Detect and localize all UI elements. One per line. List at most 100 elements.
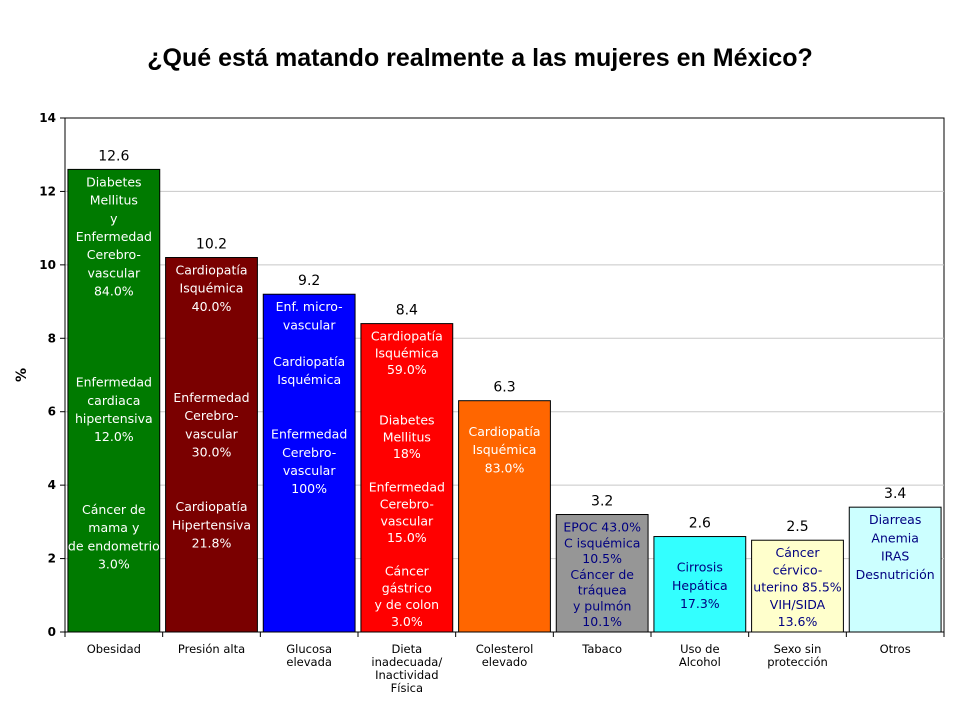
bar-annotation: de endometrio xyxy=(68,538,160,553)
bar-annotation: 3.0% xyxy=(391,614,423,629)
bar-annotation: vascular xyxy=(283,463,336,478)
bar-annotation: vascular xyxy=(88,265,141,280)
bar-annotation: Enfermedad xyxy=(76,375,152,390)
bar-annotation: EPOC 43.0% xyxy=(563,520,641,535)
bar-annotation: C isquémica xyxy=(564,535,640,550)
x-category-label: Colesterol xyxy=(476,642,534,656)
bar-annotation: 13.6% xyxy=(778,614,818,629)
bar-annotation: Cerebro- xyxy=(87,247,141,262)
bar-annotation: Enfermedad xyxy=(369,480,445,495)
bar-annotation: Cerebro- xyxy=(282,445,336,460)
bar-annotation: vascular xyxy=(185,426,238,441)
bar-annotation: Diarreas xyxy=(869,512,921,527)
x-category-label: Sexo sin xyxy=(774,642,822,656)
bar-annotation: 12.0% xyxy=(94,429,134,444)
bar-annotation: 10.5% xyxy=(582,551,622,566)
bar-annotation: 30.0% xyxy=(192,445,232,460)
y-tick-label: 6 xyxy=(48,405,56,419)
bar-annotation: 18% xyxy=(393,446,421,461)
bar-annotation: Hipertensiva xyxy=(172,517,251,532)
bar-annotation: Enfermedad xyxy=(271,427,347,442)
y-tick-label: 10 xyxy=(39,258,56,272)
bar-value-label: 9.2 xyxy=(298,273,320,289)
y-tick-label: 4 xyxy=(48,478,56,492)
bar-annotation: Cirrosis xyxy=(677,560,723,575)
x-category-label: Glucosa xyxy=(286,642,332,656)
y-tick-label: 12 xyxy=(39,184,56,198)
bar xyxy=(653,536,747,633)
bar xyxy=(360,323,454,633)
bar-annotation: Cáncer xyxy=(775,545,820,560)
bar-annotation: Cáncer de xyxy=(570,567,634,582)
bar-annotation: cérvico- xyxy=(773,562,823,577)
bar xyxy=(751,539,844,633)
x-category-label: Dieta xyxy=(391,642,422,656)
x-category-label: elevado xyxy=(482,655,528,669)
bar-value-label: 6.3 xyxy=(493,380,515,396)
bar-annotation: Anemia xyxy=(871,530,918,545)
bar-annotation: Cerebro- xyxy=(184,408,238,423)
bar-annotation: vascular xyxy=(283,317,336,332)
x-category-label: Tabaco xyxy=(581,642,622,656)
y-axis-label: % xyxy=(14,368,30,382)
bar xyxy=(848,506,942,633)
bar-value-label: 3.2 xyxy=(591,494,613,510)
bar-value-label: 2.6 xyxy=(689,516,711,532)
x-category-label: Alcohol xyxy=(679,655,721,669)
x-category-label: inadecuada/ xyxy=(371,655,442,669)
bar xyxy=(555,514,649,633)
bar-annotation: Cáncer xyxy=(385,564,430,579)
x-category-label: Inactividad xyxy=(375,668,438,682)
bar xyxy=(67,168,161,633)
bar-annotation: 59.0% xyxy=(387,362,427,377)
y-tick-label: 8 xyxy=(48,331,56,345)
bar-annotation: hipertensiva xyxy=(75,411,153,426)
x-category-label: protección xyxy=(767,655,828,669)
bar-annotation: Mellitus xyxy=(383,429,431,444)
bar-annotation: Enfermedad xyxy=(76,229,152,244)
bar-annotation: vascular xyxy=(381,513,434,528)
x-category-label: Uso de xyxy=(680,642,719,656)
bar-annotation: Cardiopatía xyxy=(469,424,541,439)
bar-annotation: Isquémica xyxy=(180,281,244,296)
bar-annotation: 84.0% xyxy=(94,284,134,299)
bar-annotation: Cardiopatía xyxy=(176,499,248,514)
bar-annotation: IRAS xyxy=(881,549,909,564)
bar-annotation: Cardiopatía xyxy=(176,263,248,278)
bar-value-label: 2.5 xyxy=(786,519,808,535)
bar-annotation: 83.0% xyxy=(485,460,525,475)
bar-annotation: y de colon xyxy=(375,597,440,612)
chart-title: ¿Qué está matando realmente a las mujere… xyxy=(147,44,813,72)
bars xyxy=(67,168,942,633)
bar-annotation: Desnutrición xyxy=(856,567,935,582)
bar-annotation: Isquémica xyxy=(277,372,341,387)
bar-annotation: Enf. micro- xyxy=(276,299,343,314)
bar-annotation: Cáncer de xyxy=(82,502,146,517)
bar xyxy=(458,400,551,633)
y-tick-label: 2 xyxy=(48,552,56,566)
bar-annotation: VIH/SIDA xyxy=(770,597,826,612)
bar-annotation: Hepática xyxy=(672,578,728,593)
x-category-label: elevada xyxy=(286,655,332,669)
bar xyxy=(165,257,258,633)
bar-annotation: 3.0% xyxy=(98,557,130,572)
bar-annotation: 10.1% xyxy=(582,614,622,629)
bar-annotation: cardiaca xyxy=(87,393,140,408)
bar-annotation: 100% xyxy=(291,481,327,496)
bar-annotation: Cardiopatía xyxy=(273,354,345,369)
x-category-label: Otros xyxy=(880,642,911,656)
bar-annotation: Cardiopatía xyxy=(371,329,443,344)
bar-value-label: 10.2 xyxy=(196,237,227,253)
y-tick-label: 0 xyxy=(48,625,56,639)
bar-annotation: Diabetes xyxy=(379,413,435,428)
bar-annotation: uterino 85.5% xyxy=(753,580,842,595)
x-category-label: Presión alta xyxy=(178,642,245,656)
labels: 12.6ObesidadDiabetesMellitusyEnfermedadC… xyxy=(68,148,935,695)
bar-annotation: y pulmón xyxy=(573,598,631,613)
bar-annotation: Enfermedad xyxy=(173,390,249,405)
bar-annotation: y xyxy=(110,211,118,226)
bar-annotation: gástrico xyxy=(382,580,432,595)
bar-value-label: 8.4 xyxy=(396,303,418,319)
bar-annotation: 17.3% xyxy=(680,596,720,611)
